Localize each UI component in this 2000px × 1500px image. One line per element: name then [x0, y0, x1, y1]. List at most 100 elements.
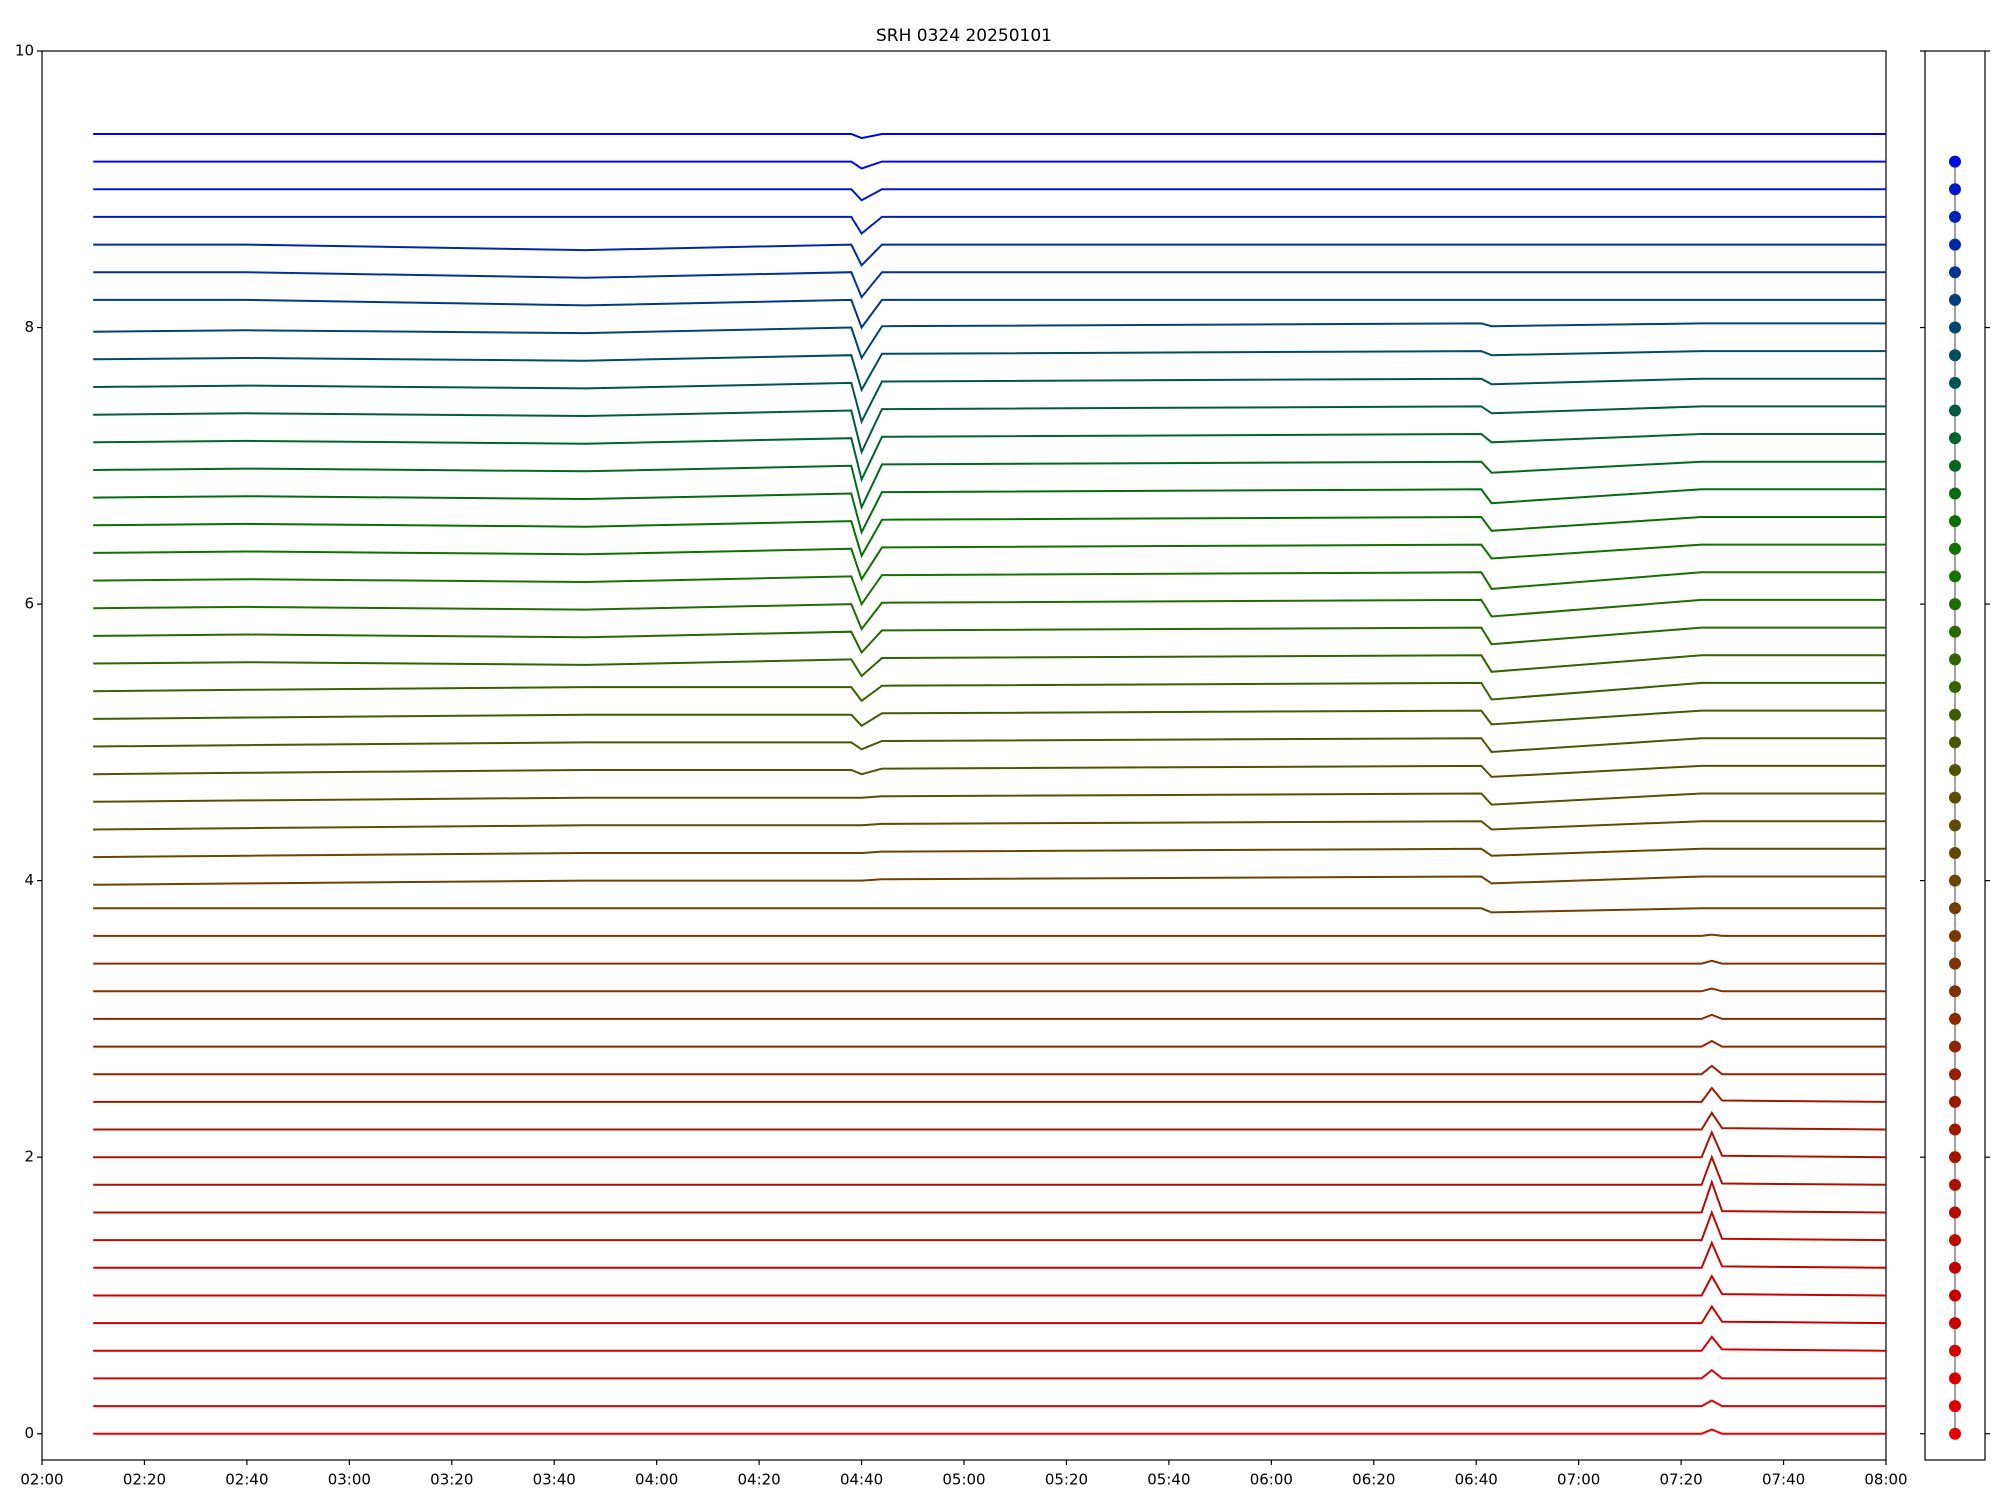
trace-line: [93, 515, 1886, 559]
y-tick-label: 0: [24, 1424, 34, 1442]
side-dot: [1949, 598, 1961, 611]
side-dot: [1949, 846, 1961, 859]
side-dot: [1949, 681, 1961, 694]
x-tick-label: 04:40: [840, 1471, 883, 1489]
side-dot: [1949, 1234, 1961, 1247]
side-dot: [1949, 1178, 1961, 1191]
side-dot: [1949, 542, 1961, 555]
side-dot: [1949, 1123, 1961, 1136]
x-tick-label: 04:00: [635, 1471, 678, 1489]
trace-line: [93, 1399, 1886, 1408]
y-tick-label: 8: [24, 318, 34, 336]
y-tick-label: 10: [15, 42, 34, 60]
side-dot: [1949, 183, 1961, 196]
trace-line: [93, 987, 1886, 993]
x-tick-label: 07:20: [1659, 1471, 1702, 1489]
trace-line: [93, 959, 1886, 965]
x-tick-label: 02:00: [20, 1471, 63, 1489]
side-dot: [1949, 210, 1961, 223]
trace-line: [93, 543, 1886, 582]
side-dot: [1949, 432, 1961, 445]
side-dot: [1949, 653, 1961, 666]
trace-line: [93, 1368, 1886, 1380]
y-tick-label: 2: [24, 1148, 34, 1166]
side-dot: [1949, 1261, 1961, 1274]
side-dot: [1949, 349, 1961, 362]
side-dot: [1949, 1289, 1961, 1302]
trace-line: [93, 933, 1886, 937]
side-dot: [1949, 487, 1961, 500]
trace-line: [93, 1304, 1887, 1325]
trace-line: [93, 1154, 1887, 1186]
trace-line: [93, 432, 1886, 483]
trace-line: [93, 188, 1886, 202]
side-dot: [1949, 764, 1961, 777]
x-tick-label: 06:20: [1352, 1471, 1395, 1489]
side-dot: [1949, 625, 1961, 638]
side-dot: [1949, 293, 1961, 306]
trace-line: [93, 1129, 1887, 1159]
side-dot: [1949, 1400, 1961, 1413]
side-dot: [1949, 1344, 1961, 1357]
y-tick-label: 4: [24, 871, 34, 889]
side-dot: [1949, 1372, 1961, 1385]
side-dot: [1949, 819, 1961, 832]
trace-line: [93, 571, 1886, 607]
trace-line: [93, 907, 1886, 914]
trace-line: [93, 215, 1886, 235]
x-tick-label: 08:00: [1864, 1471, 1907, 1489]
side-dot: [1949, 1040, 1961, 1053]
x-tick-label: 03:00: [328, 1471, 371, 1489]
x-tick-label: 05:20: [1045, 1471, 1088, 1489]
side-dot: [1949, 238, 1961, 251]
side-dot: [1949, 515, 1961, 528]
x-tick-label: 05:00: [942, 1471, 985, 1489]
side-dot: [1949, 708, 1961, 721]
trace-line: [93, 243, 1886, 267]
trace-line: [93, 1209, 1887, 1242]
x-tick-label: 05:40: [1147, 1471, 1190, 1489]
trace-line: [93, 820, 1886, 831]
trace-line: [93, 654, 1886, 678]
side-dot: [1949, 1151, 1961, 1164]
trace-line: [93, 792, 1886, 806]
side-dot: [1949, 736, 1961, 749]
side-dot: [1949, 1427, 1961, 1440]
side-dot: [1949, 1012, 1961, 1025]
trace-line: [93, 1335, 1887, 1352]
trace-line: [93, 764, 1886, 778]
x-tick-label: 03:40: [533, 1471, 576, 1489]
side-dot: [1949, 570, 1961, 583]
side-dot: [1949, 1095, 1961, 1108]
trace-line: [93, 488, 1886, 535]
y-tick-label: 6: [24, 595, 34, 613]
x-tick-label: 02:20: [123, 1471, 166, 1489]
side-dot: [1949, 791, 1961, 804]
trace-line: [93, 322, 1886, 361]
trace-line: [93, 737, 1886, 754]
trace-line: [93, 1013, 1886, 1020]
x-tick-label: 07:40: [1762, 1471, 1805, 1489]
x-tick-label: 04:20: [737, 1471, 780, 1489]
side-dot: [1949, 1317, 1961, 1330]
chart-title: SRH 0324 20250101: [876, 26, 1052, 46]
trace-line: [93, 1111, 1887, 1131]
trace-line: [93, 1039, 1886, 1048]
side-dot: [1949, 266, 1961, 279]
trace-line: [93, 1064, 1886, 1076]
trace-line: [93, 598, 1886, 631]
trace-line: [93, 1179, 1887, 1214]
side-dot: [1949, 957, 1961, 970]
x-tick-label: 07:00: [1557, 1471, 1600, 1489]
trace-line: [93, 133, 1886, 140]
side-frame: [1924, 50, 1986, 1461]
side-dot: [1949, 874, 1961, 887]
trace-line: [93, 405, 1886, 455]
side-dot: [1949, 459, 1961, 472]
side-dot: [1949, 1206, 1961, 1219]
side-dot: [1949, 321, 1961, 334]
trace-line: [93, 1428, 1886, 1435]
trace-line: [93, 271, 1886, 300]
